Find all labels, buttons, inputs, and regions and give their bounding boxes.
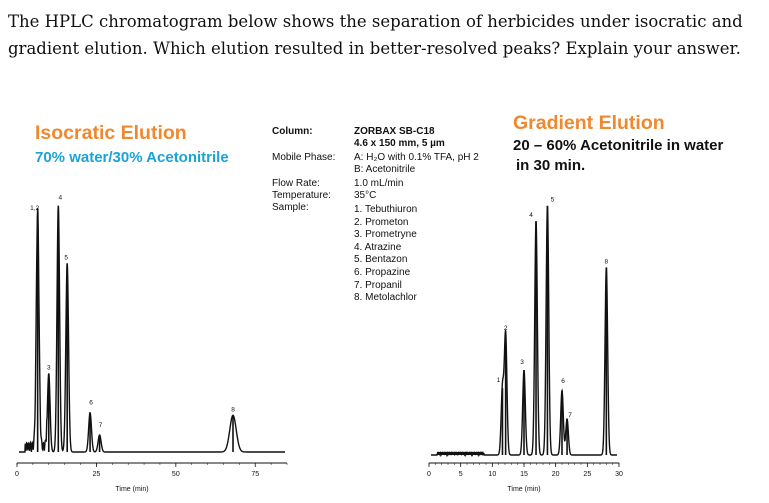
gradient-tick-label: 0 bbox=[427, 471, 431, 478]
isocratic-peak-label: 1,2 bbox=[30, 205, 39, 212]
gradient-xlabel: Time (min) bbox=[507, 486, 540, 493]
sample-label: Sample: bbox=[272, 202, 309, 213]
isocratic-subtitle: 70% water/30% Acetonitrile bbox=[35, 149, 229, 166]
isocratic-title: Isocratic Elution bbox=[35, 122, 187, 144]
isocratic-peak-label: 3 bbox=[47, 364, 51, 371]
gradient-peak-label: 7 bbox=[568, 412, 572, 419]
gradient-peak-label: 4 bbox=[529, 212, 533, 219]
gradient-title: Gradient Elution bbox=[513, 112, 665, 134]
sample-item-8: 8. Metolachlor bbox=[354, 292, 417, 304]
sample-item-2: 2. Prometon bbox=[354, 216, 409, 228]
gradient-tick-label: 10 bbox=[488, 471, 496, 478]
isocratic-peak-label: 5 bbox=[64, 254, 68, 261]
gradient-subtitle-2: in 30 min. bbox=[516, 157, 586, 174]
column-label: Column: bbox=[272, 126, 313, 137]
isocratic-peak-label: 7 bbox=[99, 422, 103, 429]
sample-item-7: 7. Propanil bbox=[354, 279, 402, 291]
isocratic-trace bbox=[19, 205, 285, 453]
gradient-tick-label: 20 bbox=[552, 471, 560, 478]
isocratic-peak-label: 8 bbox=[231, 406, 235, 413]
gradient-peak-label: 5 bbox=[551, 197, 555, 204]
question-text: The HPLC chromatogram below shows the se… bbox=[8, 12, 743, 58]
gradient-peak-label: 8 bbox=[605, 258, 609, 265]
gradient-tick-label: 5 bbox=[459, 471, 463, 478]
isocratic-tick-label: 0 bbox=[15, 471, 19, 478]
mobile-phase-b: B: Acetonitrile bbox=[354, 164, 416, 175]
column-value-2: 4.6 x 150 mm, 5 µm bbox=[354, 138, 445, 149]
gradient-tick-label: 25 bbox=[583, 471, 591, 478]
sample-item-6: 6. Propazine bbox=[354, 267, 411, 278]
isocratic-tick-label: 75 bbox=[251, 471, 259, 478]
column-value-1: ZORBAX SB-C18 bbox=[354, 126, 435, 137]
mobile-phase-label: Mobile Phase: bbox=[272, 152, 336, 163]
mobile-phase-a: A: H₂O with 0.1% TFA, pH 2 bbox=[354, 152, 479, 163]
temperature-value: 35°C bbox=[354, 190, 377, 201]
sample-item-4: 4. Atrazine bbox=[354, 241, 402, 253]
isocratic-peak-label: 4 bbox=[58, 195, 62, 202]
temperature-label: Temperature: bbox=[272, 190, 331, 201]
gradient-subtitle-1: 20 – 60% Acetonitrile in water bbox=[513, 137, 724, 154]
gradient-peak-label: 1 bbox=[497, 377, 501, 384]
isocratic-tick-label: 25 bbox=[93, 471, 101, 478]
gradient-peak-label: 6 bbox=[561, 378, 565, 385]
gradient-peak-label: 2 bbox=[504, 325, 508, 332]
isocratic-tick-label: 50 bbox=[172, 471, 180, 478]
flow-rate-label: Flow Rate: bbox=[272, 178, 320, 189]
isocratic-xlabel: Time (min) bbox=[115, 486, 148, 493]
gradient-tick-label: 30 bbox=[615, 471, 623, 478]
gradient-peak-label: 3 bbox=[520, 359, 524, 366]
sample-item-5: 5. Bentazon bbox=[354, 254, 408, 266]
flow-rate-value: 1.0 mL/min bbox=[354, 178, 404, 189]
sample-item-3: 3. Prometryne bbox=[354, 229, 417, 241]
sample-item-1: 1. Tebuthiuron bbox=[354, 204, 418, 215]
gradient-tick-label: 15 bbox=[520, 471, 528, 478]
isocratic-peak-label: 6 bbox=[89, 400, 93, 407]
